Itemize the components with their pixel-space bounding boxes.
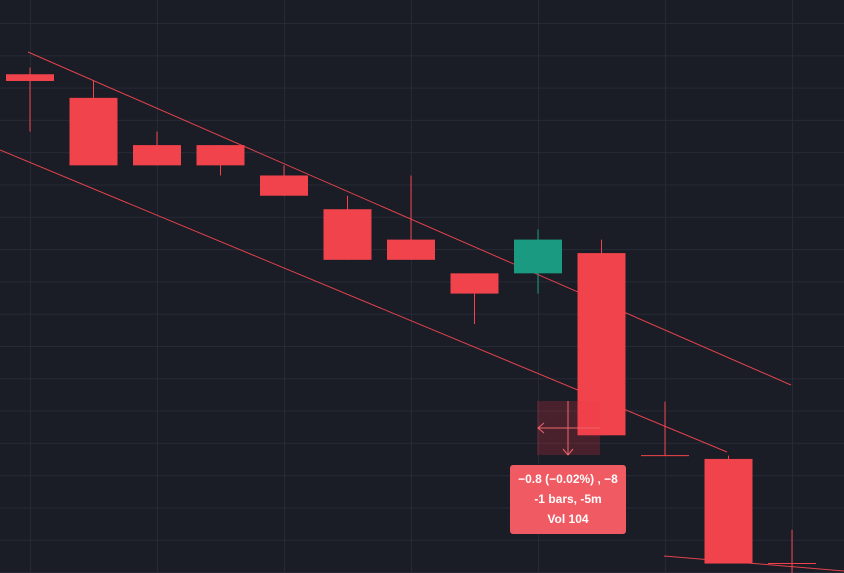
candle-body [260,175,308,196]
measure-text: -1 bars, -5m [534,492,601,506]
candle-body [450,273,499,294]
candle-body [387,239,435,260]
measure-tooltip [510,465,626,534]
measure-text: −0.8 (−0.02%) , −8 [518,472,618,486]
measure-text: Vol 104 [547,512,588,526]
candle-body [133,145,181,166]
candle-body [69,97,118,166]
candle-body [514,239,562,274]
candle-body [323,209,372,260]
measure-tool: −0.8 (−0.02%) , −8 -1 bars, -5m Vol 104 [510,401,626,534]
candle-body [196,145,245,166]
candles [6,67,816,573]
candle-body [6,74,54,81]
trend-line [663,555,844,572]
measure-arrowhead [562,448,574,456]
measure-arrowhead [537,422,545,434]
candle-body [704,458,753,564]
candle-body [577,253,626,436]
trend-line [27,51,792,386]
